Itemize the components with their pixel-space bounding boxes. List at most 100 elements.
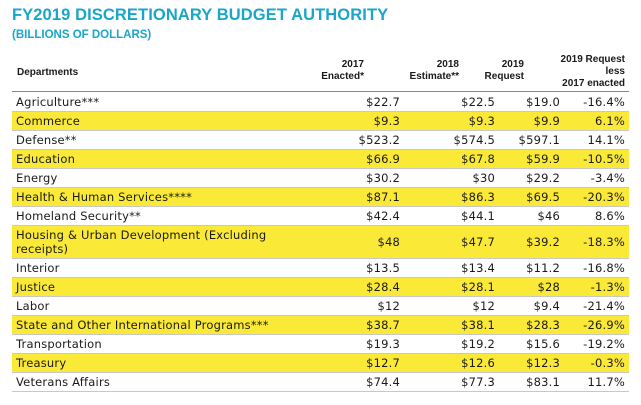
department-cell: Commerce — [12, 111, 297, 131]
request-2019-cell: $11.2 — [499, 258, 564, 278]
column-header-change: 2019 Request less 2017 enacted — [525, 54, 625, 90]
enacted-2017-cell: $74.4 — [297, 372, 404, 392]
request-2019-cell: $28.3 — [499, 315, 564, 335]
change-cell: -18.3% — [564, 225, 629, 259]
request-2019-cell: $12.3 — [499, 353, 564, 373]
enacted-2017-cell: $48 — [297, 225, 404, 259]
department-cell: Interior — [12, 258, 297, 278]
enacted-2017-cell: $66.9 — [297, 149, 404, 169]
estimate-2018-cell: $28.1 — [404, 277, 499, 297]
department-cell: State and Other International Programs**… — [12, 315, 297, 335]
table-row: Transportation $19.3 $19.2 $15.6 -19.2% — [12, 334, 629, 354]
change-cell: 6.1% — [564, 111, 629, 131]
department-cell: Homeland Security** — [12, 206, 297, 226]
column-header-line: 2019 — [501, 59, 524, 70]
department-cell: Energy — [12, 168, 297, 188]
enacted-2017-cell: $523.2 — [297, 130, 404, 150]
table-row: State and Other International Programs**… — [12, 315, 629, 335]
request-2019-cell: $28 — [499, 277, 564, 297]
estimate-2018-cell: $574.5 — [404, 130, 499, 150]
enacted-2017-cell: $87.1 — [297, 187, 404, 207]
table-body: Agriculture*** $22.7 $22.5 $19.0 -16.4% Comme… — [12, 93, 629, 392]
request-2019-cell: $9.9 — [499, 111, 564, 131]
enacted-2017-cell: $28.4 — [297, 277, 404, 297]
department-cell: Education — [12, 149, 297, 169]
change-cell: -10.5% — [564, 149, 629, 169]
estimate-2018-cell: $67.8 — [404, 149, 499, 169]
department-cell: Agriculture*** — [12, 93, 297, 112]
change-cell: -21.4% — [564, 296, 629, 316]
column-header-2019-request: 2019 Request — [454, 59, 524, 83]
change-cell: -1.3% — [564, 277, 629, 297]
enacted-2017-cell: $38.7 — [297, 315, 404, 335]
change-cell: -20.3% — [564, 187, 629, 207]
change-cell: -3.4% — [564, 168, 629, 188]
department-cell: Housing & Urban Development (Excluding r… — [12, 225, 297, 259]
enacted-2017-cell: $12.7 — [297, 353, 404, 373]
enacted-2017-cell: $19.3 — [297, 334, 404, 354]
figure-title: FY2019 DISCRETIONARY BUDGET AUTHORITY — [12, 6, 389, 24]
table-row: Health & Human Services**** $87.1 $86.3 $69… — [12, 187, 629, 207]
estimate-2018-cell: $22.5 — [404, 93, 499, 112]
department-cell: Veterans Affairs — [12, 372, 297, 392]
department-cell: Treasury — [12, 353, 297, 373]
figure-subtitle: (BILLIONS OF DOLLARS) — [12, 29, 152, 41]
estimate-2018-cell: $13.4 — [404, 258, 499, 278]
table-row: Treasury $12.7 $12.6 $12.3 -0.3% — [12, 353, 629, 373]
request-2019-cell: $59.9 — [499, 149, 564, 169]
request-2019-cell: $69.5 — [499, 187, 564, 207]
change-cell: -0.3% — [564, 353, 629, 373]
enacted-2017-cell: $30.2 — [297, 168, 404, 188]
table-row: Energy $30.2 $30 $29.2 -3.4% — [12, 168, 629, 188]
request-2019-cell: $46 — [499, 206, 564, 226]
estimate-2018-cell: $77.3 — [404, 372, 499, 392]
enacted-2017-cell: $13.5 — [297, 258, 404, 278]
change-cell: -16.8% — [564, 258, 629, 278]
request-2019-cell: $15.6 — [499, 334, 564, 354]
request-2019-cell: $9.4 — [499, 296, 564, 316]
column-header-2017-enacted: 2017 Enacted* — [284, 59, 364, 83]
change-cell: 8.6% — [564, 206, 629, 226]
estimate-2018-cell: $86.3 — [404, 187, 499, 207]
change-cell: -19.2% — [564, 334, 629, 354]
table-row: Education $66.9 $67.8 $59.9 -10.5% — [12, 149, 629, 169]
estimate-2018-cell: $38.1 — [404, 315, 499, 335]
column-header-line: Request — [484, 71, 524, 82]
change-cell: -26.9% — [564, 315, 629, 335]
enacted-2017-cell: $12 — [297, 296, 404, 316]
change-cell: 11.7% — [564, 372, 629, 392]
department-cell: Transportation — [12, 334, 297, 354]
request-2019-cell: $597.1 — [499, 130, 564, 150]
table-row: Interior $13.5 $13.4 $11.2 -16.8% — [12, 258, 629, 278]
column-header-line: 2017 — [341, 59, 364, 70]
change-cell: 14.1% — [564, 130, 629, 150]
column-header-line: less — [605, 66, 625, 77]
change-cell: -16.4% — [564, 93, 629, 112]
column-header-line: Enacted* — [321, 71, 364, 82]
enacted-2017-cell: $42.4 — [297, 206, 404, 226]
estimate-2018-cell: $19.2 — [404, 334, 499, 354]
column-header-line: 2019 Request — [560, 54, 625, 65]
department-cell: Defense** — [12, 130, 297, 150]
budget-table: Agriculture*** $22.7 $22.5 $19.0 -16.4% Comme… — [12, 93, 629, 392]
enacted-2017-cell: $22.7 — [297, 93, 404, 112]
estimate-2018-cell: $44.1 — [404, 206, 499, 226]
department-cell: Labor — [12, 296, 297, 316]
column-header-line: 2017 enacted — [562, 78, 625, 89]
table-row: Housing & Urban Development (Excluding r… — [12, 225, 629, 259]
table-row: Justice $28.4 $28.1 $28 -1.3% — [12, 277, 629, 297]
header-divider — [12, 91, 629, 92]
department-cell: Justice — [12, 277, 297, 297]
table-row: Veterans Affairs $74.4 $77.3 $83.1 11.7% — [12, 372, 629, 392]
table-row: Labor $12 $12 $9.4 -21.4% — [12, 296, 629, 316]
column-header-departments: Departments — [17, 67, 78, 79]
department-cell: Health & Human Services**** — [12, 187, 297, 207]
table-row: Defense** $523.2 $574.5 $597.1 14.1% — [12, 130, 629, 150]
estimate-2018-cell: $9.3 — [404, 111, 499, 131]
request-2019-cell: $29.2 — [499, 168, 564, 188]
enacted-2017-cell: $9.3 — [297, 111, 404, 131]
column-header-line: Estimate** — [409, 71, 459, 82]
table-row: Commerce $9.3 $9.3 $9.9 6.1% — [12, 111, 629, 131]
column-header-2018-estimate: 2018 Estimate** — [379, 59, 459, 83]
